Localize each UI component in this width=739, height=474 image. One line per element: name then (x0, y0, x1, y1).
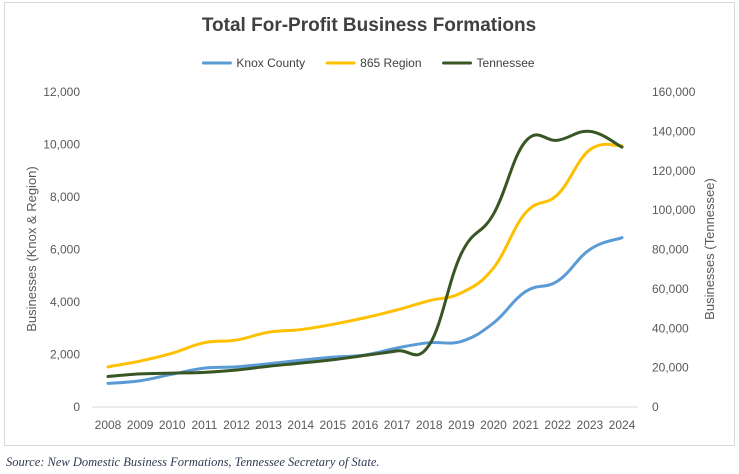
x-tick-label: 2015 (320, 418, 347, 432)
y-tick-label-right: 140,000 (652, 124, 696, 138)
y-axis-title-left: Businesses (Knox & Region) (24, 166, 39, 331)
y-tick-label-right: 160,000 (652, 85, 696, 99)
y-tick-label-left: 6,000 (50, 243, 80, 257)
y-tick-label-right: 120,000 (652, 164, 696, 178)
chart-title: Total For-Profit Business Formations (202, 15, 536, 36)
x-tick-label: 2023 (577, 418, 604, 432)
x-tick-label: 2021 (512, 418, 539, 432)
x-tick-label: 2010 (159, 418, 186, 432)
x-tick-label: 2018 (416, 418, 443, 432)
axes: 2008 2009 2010 2011 2012 2013 2014 2015 2016 2017… (43, 85, 695, 432)
x-tick-label: 2017 (384, 418, 411, 432)
x-tick-label: 2008 (95, 418, 122, 432)
y-tick-label-left: 2,000 (50, 348, 80, 362)
line-chart: Total For-Profit Business Formations Kno… (24, 15, 717, 432)
x-tick-label: 2020 (480, 418, 507, 432)
y-tick-label-right: 100,000 (652, 203, 696, 217)
y-tick-label-left: 8,000 (50, 190, 80, 204)
legend-label-865-region: 865 Region (360, 56, 421, 70)
series-line-865-region (106, 142, 624, 369)
legend-label-knox-county: Knox County (236, 56, 305, 70)
x-tick-label: 2019 (448, 418, 475, 432)
x-tick-label: 2011 (191, 418, 217, 432)
x-tick-label: 2009 (127, 418, 154, 432)
x-tick-label: 2013 (255, 418, 282, 432)
x-tick-label: 2014 (287, 418, 314, 432)
y-tick-label-left: 12,000 (43, 85, 80, 99)
y-tick-label-right: 40,000 (652, 321, 689, 335)
y-tick-label-right: 20,000 (652, 361, 689, 375)
series-line-tennessee (106, 129, 624, 378)
series-group (106, 129, 624, 385)
chart-frame (4, 2, 735, 446)
series-line-knox-county (106, 236, 624, 385)
y-tick-label-right: 60,000 (652, 282, 689, 296)
y-axis-title-right: Businesses (Tennessee) (702, 178, 717, 320)
y-tick-label-right: 0 (652, 400, 659, 414)
y-tick-label-left: 4,000 (50, 295, 80, 309)
x-tick-label: 2024 (609, 418, 636, 432)
y-tick-label-left: 0 (73, 400, 80, 414)
legend: Knox County 865 Region Tennessee (201, 56, 535, 70)
x-tick-label: 2016 (352, 418, 379, 432)
y-tick-label-left: 10,000 (43, 138, 80, 152)
x-tick-label: 2022 (544, 418, 571, 432)
y-tick-label-right: 80,000 (652, 243, 689, 257)
legend-label-tennessee: Tennessee (477, 56, 535, 70)
x-tick-label: 2012 (223, 418, 250, 432)
source-note: Source: New Domestic Business Formations… (6, 455, 380, 469)
